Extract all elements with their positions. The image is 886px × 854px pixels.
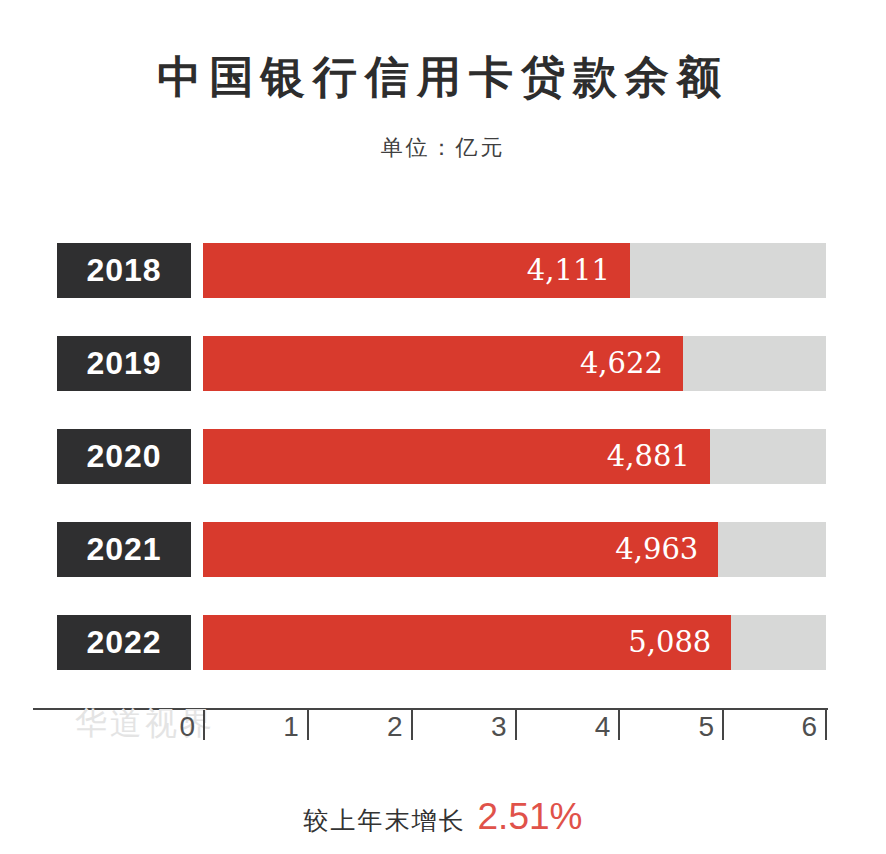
growth-label: 较上年末增长 <box>304 806 466 834</box>
bar-value-label: 4,963 <box>615 535 698 564</box>
bar-value-label: 4,622 <box>580 349 663 378</box>
tick-label: 3 <box>447 711 507 743</box>
chart-subtitle: 单位：亿元 <box>0 133 886 163</box>
category-label: 2021 <box>57 522 191 577</box>
bar-track: 4,622 <box>203 336 826 391</box>
chart-title: 中国银行信用卡贷款余额 <box>0 0 886 103</box>
bar-row: 2022 5,088 <box>0 615 886 670</box>
category-label: 2022 <box>57 615 191 670</box>
bar-fill: 4,111 <box>203 243 630 298</box>
growth-value: 2.51% <box>478 796 583 837</box>
bar-track: 4,881 <box>203 429 826 484</box>
bar-chart: 2018 4,111 2019 4,622 2020 4,881 2021 4,… <box>0 243 886 670</box>
growth-note: 较上年末增长 2.51% <box>0 796 886 838</box>
tick-mark <box>722 710 724 740</box>
bar-value-label: 4,881 <box>607 442 690 471</box>
tick-label: 5 <box>654 711 714 743</box>
tick-label: 6 <box>757 711 817 743</box>
tick-mark <box>825 710 827 740</box>
bar-value-label: 4,111 <box>527 256 610 285</box>
tick-mark <box>411 710 413 740</box>
bar-fill: 4,963 <box>203 522 718 577</box>
category-label: 2019 <box>57 336 191 391</box>
x-axis: 华道视界 0 1 2 3 4 5 6 <box>33 708 828 746</box>
bar-fill: 4,881 <box>203 429 710 484</box>
category-label: 2020 <box>57 429 191 484</box>
tick-label: 1 <box>239 711 299 743</box>
bar-row: 2021 4,963 <box>0 522 886 577</box>
bar-value-label: 5,088 <box>628 628 711 657</box>
tick-mark <box>515 710 517 740</box>
bar-fill: 4,622 <box>203 336 683 391</box>
bar-track: 5,088 <box>203 615 826 670</box>
bar-row: 2019 4,622 <box>0 336 886 391</box>
tick-label: 4 <box>550 711 610 743</box>
tick-label: 0 <box>135 711 195 743</box>
tick-mark <box>203 710 205 740</box>
tick-mark <box>307 710 309 740</box>
bar-row: 2020 4,881 <box>0 429 886 484</box>
tick-mark <box>618 710 620 740</box>
bar-track: 4,111 <box>203 243 826 298</box>
category-label: 2018 <box>57 243 191 298</box>
tick-label: 2 <box>343 711 403 743</box>
bar-row: 2018 4,111 <box>0 243 886 298</box>
bar-track: 4,963 <box>203 522 826 577</box>
bar-fill: 5,088 <box>203 615 731 670</box>
